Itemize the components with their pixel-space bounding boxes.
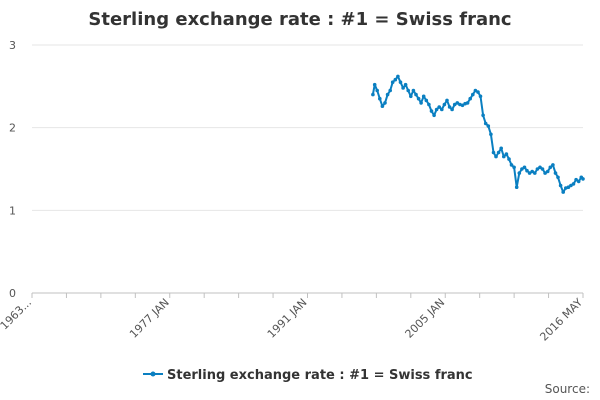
data-point[interactable]: [390, 80, 395, 84]
data-point[interactable]: [429, 109, 434, 113]
data-point[interactable]: [504, 152, 509, 156]
data-point[interactable]: [440, 107, 444, 112]
data-point[interactable]: [553, 171, 558, 175]
legend-dot-marker: [150, 371, 156, 377]
data-point[interactable]: [486, 124, 491, 128]
data-point[interactable]: [569, 183, 573, 188]
data-point[interactable]: [396, 74, 400, 79]
data-point[interactable]: [525, 168, 529, 173]
data-point[interactable]: [548, 165, 553, 170]
data-point[interactable]: [385, 92, 390, 97]
data-point[interactable]: [432, 113, 436, 118]
series-layer: [371, 74, 585, 194]
data-point[interactable]: [520, 167, 524, 171]
data-point[interactable]: [424, 98, 429, 103]
grid-layer: [31, 44, 584, 298]
data-point[interactable]: [447, 105, 452, 109]
data-point[interactable]: [452, 102, 457, 107]
data-point[interactable]: [419, 101, 423, 105]
data-point[interactable]: [437, 105, 442, 109]
data-point[interactable]: [543, 171, 547, 175]
data-point[interactable]: [450, 107, 454, 112]
x-tick-label: 1977 JAN: [127, 296, 172, 341]
x-axis-ticks: 1963... 1977 JAN 1991 JAN 2005 JAN 2016 MAY: [0, 296, 585, 344]
data-point[interactable]: [476, 90, 480, 94]
data-point[interactable]: [401, 86, 405, 90]
data-point[interactable]: [571, 182, 576, 186]
data-point[interactable]: [489, 132, 493, 137]
data-point[interactable]: [561, 190, 565, 194]
y-axis-ticks: 0 1 2 3: [9, 39, 16, 300]
data-point[interactable]: [491, 150, 496, 155]
data-point[interactable]: [576, 179, 581, 184]
data-point[interactable]: [499, 146, 504, 151]
data-point[interactable]: [383, 101, 387, 105]
data-point[interactable]: [481, 113, 485, 118]
x-tick-label: 1963...: [0, 296, 34, 332]
data-point[interactable]: [378, 96, 382, 101]
data-point[interactable]: [388, 88, 393, 93]
y-tick-label: 3: [9, 39, 16, 52]
data-point[interactable]: [460, 103, 465, 108]
legend[interactable]: Sterling exchange rate : #1 = Swiss fran…: [143, 368, 473, 383]
data-point[interactable]: [465, 101, 470, 105]
data-point[interactable]: [507, 157, 511, 161]
legend-series-label: Sterling exchange rate : #1 = Swiss fran…: [167, 368, 473, 383]
data-point[interactable]: [414, 92, 418, 97]
data-point[interactable]: [530, 169, 534, 174]
x-tick-label: 1991 JAN: [265, 296, 310, 341]
data-point[interactable]: [375, 88, 380, 93]
data-point[interactable]: [380, 104, 385, 108]
data-point[interactable]: [533, 171, 537, 175]
data-point[interactable]: [442, 102, 447, 107]
source-label: Source:: [545, 382, 590, 396]
data-point[interactable]: [551, 163, 555, 167]
data-point[interactable]: [406, 88, 411, 93]
data-point[interactable]: [558, 183, 563, 188]
data-point[interactable]: [471, 92, 475, 97]
data-point[interactable]: [455, 101, 460, 105]
data-point[interactable]: [517, 171, 522, 175]
data-point[interactable]: [445, 98, 449, 103]
data-point[interactable]: [540, 167, 545, 171]
data-point[interactable]: [509, 163, 514, 167]
data-point[interactable]: [478, 94, 483, 99]
data-point[interactable]: [496, 150, 501, 155]
data-point[interactable]: [527, 171, 532, 175]
data-point[interactable]: [581, 177, 585, 181]
data-point[interactable]: [468, 96, 473, 101]
data-point[interactable]: [545, 169, 550, 174]
data-point[interactable]: [514, 185, 519, 189]
y-tick-label: 2: [9, 122, 16, 135]
data-point[interactable]: [427, 102, 431, 107]
chart-title: Sterling exchange rate : #1 = Swiss fran…: [88, 9, 511, 30]
x-tick-label: 2016 MAY: [537, 296, 585, 344]
data-point[interactable]: [556, 175, 560, 180]
data-point[interactable]: [502, 154, 506, 159]
data-point[interactable]: [494, 154, 498, 159]
data-point[interactable]: [535, 167, 540, 171]
y-tick-label: 1: [9, 204, 16, 217]
data-point[interactable]: [434, 107, 439, 112]
x-tick-label: 2005 JAN: [403, 296, 448, 341]
data-point[interactable]: [372, 82, 377, 87]
data-point[interactable]: [411, 88, 416, 93]
data-point[interactable]: [483, 121, 488, 126]
data-point[interactable]: [522, 165, 527, 170]
data-point[interactable]: [416, 96, 421, 101]
data-point[interactable]: [574, 177, 578, 182]
data-point[interactable]: [409, 94, 413, 99]
data-point[interactable]: [421, 94, 426, 99]
data-point[interactable]: [371, 92, 375, 97]
data-point[interactable]: [512, 165, 516, 170]
y-tick-label: 0: [9, 287, 16, 300]
data-point[interactable]: [473, 88, 478, 93]
data-point[interactable]: [403, 82, 408, 87]
data-point[interactable]: [393, 77, 398, 82]
data-point[interactable]: [398, 80, 403, 84]
